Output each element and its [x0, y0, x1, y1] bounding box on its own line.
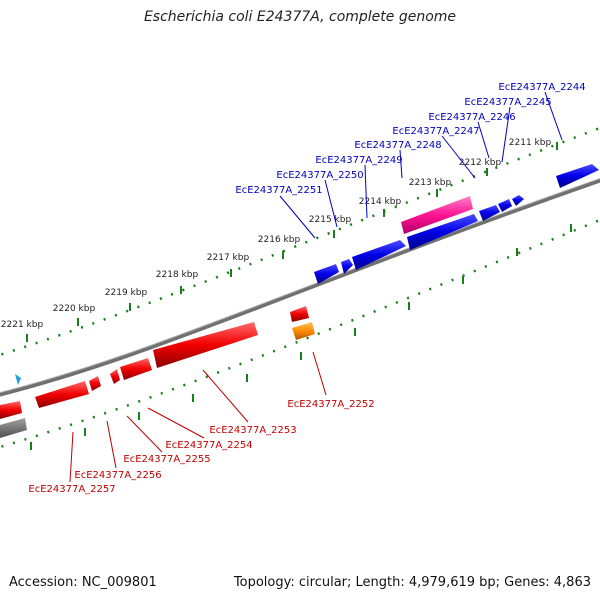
gene-label: EcE24377A_2252 [287, 399, 374, 410]
gene-label: EcE24377A_2255 [123, 454, 210, 465]
gene-feature [110, 369, 120, 384]
gene-leader-line [69, 431, 74, 483]
gene-leader-line [544, 91, 563, 141]
gene-leader-line [501, 106, 511, 163]
tick-label: 2213 kbp [409, 178, 452, 188]
gene-feature [153, 322, 258, 368]
gene-leader-line [324, 179, 338, 228]
gene-feature [556, 164, 599, 188]
gene-label: EcE24377A_2244 [498, 82, 585, 93]
tick-label: 2215 kbp [309, 215, 352, 225]
gene-label: EcE24377A_2256 [74, 470, 161, 481]
gene-leader-line [202, 369, 249, 423]
gene-feature [498, 199, 512, 212]
backbone [0, 177, 600, 397]
gene-feature [314, 264, 339, 284]
small-feature [15, 374, 21, 385]
tick-label: 2216 kbp [258, 235, 301, 245]
gene-feature [0, 401, 22, 419]
reverse-genes [0, 306, 315, 438]
gene-leader-line [106, 420, 117, 469]
gene-leader-line [126, 415, 163, 453]
tick-label: 2218 kbp [156, 270, 199, 280]
pseudo-feature [401, 196, 473, 234]
gene-label: EcE24377A_2250 [276, 170, 363, 181]
gene-feature [479, 205, 500, 221]
forward-genes [314, 164, 599, 284]
gene-feature [352, 240, 406, 270]
gene-feature [35, 381, 89, 408]
gene-feature [120, 358, 152, 380]
gene-label: EcE24377A_2254 [165, 440, 252, 451]
gene-label: EcE24377A_2257 [28, 484, 115, 495]
gene-label: EcE24377A_2251 [235, 185, 322, 196]
gene-feature [290, 306, 309, 322]
lower-gene-labels: EcE24377A_2252 EcE24377A_2253 EcE24377A_22… [28, 351, 375, 495]
gene-leader-line [312, 351, 327, 396]
tick-label: 2220 kbp [53, 304, 96, 314]
gene-feature [341, 259, 353, 274]
gene-leader-line [441, 135, 476, 179]
tick-marks: 2211 kbp 2212 kbp 2213 kbp 2214 kbp 2215 kbp… [1, 138, 572, 450]
map-title: Escherichia coli E24377A, complete genom… [143, 9, 457, 25]
upper-gene-labels: EcE24377A_2244 EcE24377A_2245 EcE24377A_22… [235, 82, 586, 239]
tick-label: 2211 kbp [509, 138, 552, 148]
genome-stats: Topology: circular; Length: 4,979,619 bp… [233, 575, 591, 590]
gene-leader-line [147, 407, 205, 439]
gene-label: EcE24377A_2247 [392, 126, 479, 137]
tick-label: 2219 kbp [105, 288, 148, 298]
tick-label: 2221 kbp [1, 320, 44, 330]
gene-label: EcE24377A_2245 [464, 97, 551, 108]
gene-leader-line [477, 121, 490, 159]
tick-label: 2214 kbp [359, 197, 402, 207]
tick-label: 2212 kbp [459, 158, 502, 168]
gene-feature [0, 418, 27, 438]
rna-feature [292, 322, 315, 340]
gene-leader-line [279, 195, 316, 239]
gene-label: EcE24377A_2253 [209, 425, 296, 436]
gene-feature [407, 214, 478, 250]
gene-label: EcE24377A_2246 [428, 112, 515, 123]
gene-label: EcE24377A_2249 [315, 155, 402, 166]
accession: Accession: NC_009801 [9, 575, 157, 590]
gene-leader-line [364, 164, 368, 219]
gene-leader-line [399, 149, 403, 179]
gene-feature [89, 376, 101, 391]
gene-feature [512, 195, 524, 206]
gene-label: EcE24377A_2248 [354, 140, 441, 151]
tick-label: 2217 kbp [207, 253, 250, 263]
